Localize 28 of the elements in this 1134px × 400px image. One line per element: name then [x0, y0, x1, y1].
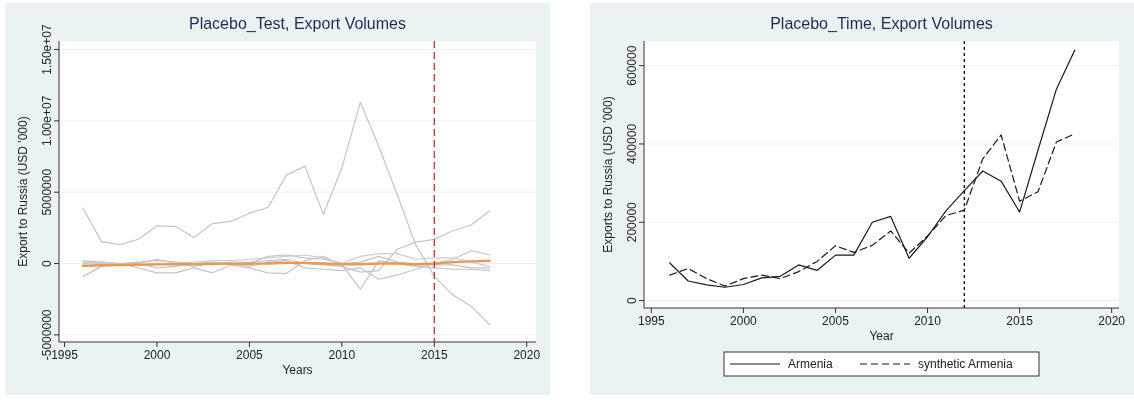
y-tick-label: 5000000 [40, 168, 54, 216]
x-tick-label: 1995 [51, 348, 79, 362]
y-tick-label: 600000 [625, 45, 639, 86]
x-tick-label: 2020 [513, 348, 541, 362]
x-tick-label: 2020 [1098, 314, 1126, 328]
x-tick-label: 2015 [1006, 314, 1034, 328]
y-tick-label: 200000 [625, 201, 639, 243]
x-axis-title: Years [282, 363, 313, 377]
y-tick-label: 0 [625, 296, 639, 304]
x-tick-label: 2005 [822, 314, 850, 328]
y-tick-label: 400000 [625, 123, 639, 164]
x-tick-label: 1995 [638, 314, 666, 328]
y-axis-title: Export to Russia (USD '000) [16, 116, 30, 267]
legend-label: synthetic Armenia [918, 357, 1014, 371]
y-tick-label: 0 [40, 259, 54, 267]
legend-label: Armenia [788, 357, 834, 371]
x-tick-label: 2015 [420, 348, 448, 362]
chart-title: Placebo_Time, Export Volumes [770, 15, 993, 33]
x-tick-label: 2005 [236, 348, 264, 362]
x-tick-label: 2010 [328, 348, 356, 362]
x-axis-title: Year [869, 329, 894, 343]
y-axis-title: Exports to Russia (USD '000) [601, 96, 615, 253]
y-tick-label: 1.50e+07 [40, 24, 54, 75]
y-tick-label: 1.00e+07 [40, 95, 54, 147]
x-tick-label: 2010 [914, 314, 942, 328]
x-tick-label: 2000 [730, 314, 758, 328]
x-tick-label: 2000 [143, 348, 171, 362]
chart-title: Placebo_Test, Export Volumes [188, 15, 407, 33]
